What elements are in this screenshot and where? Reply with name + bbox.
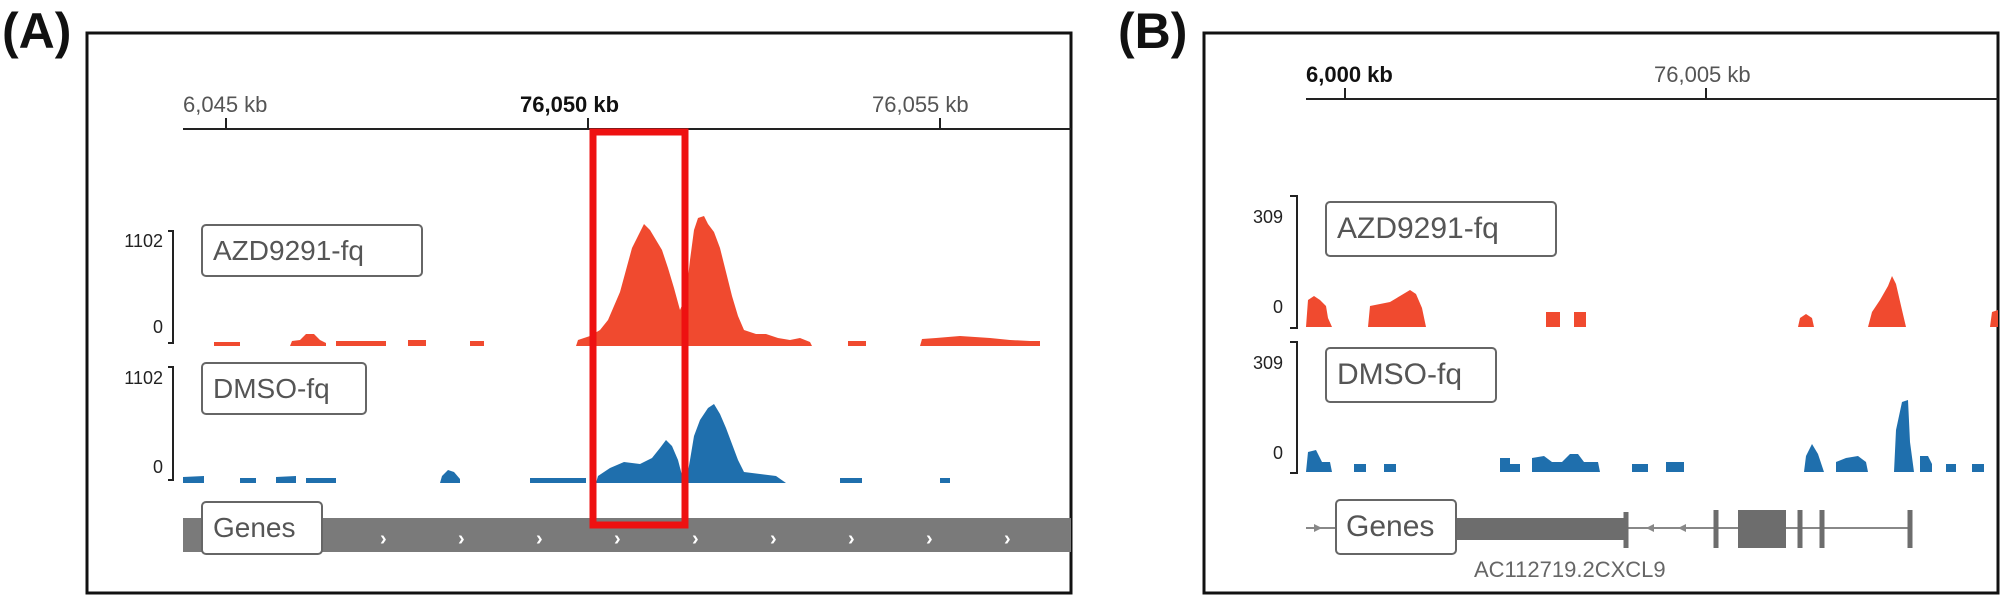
track-max-label: 309 [1253,207,1283,227]
track-name: DMSO-fq [213,373,330,404]
panel-b-label: (B) [1118,3,1188,59]
strand-arrows: › › › › › › › › › [380,528,1011,550]
track-name: AZD9291-fq [1337,212,1499,245]
svg-text:›: › [848,528,855,550]
ruler-label: 76,050 kb [520,92,619,117]
genes-label: Genes [1346,510,1434,543]
svg-text:›: › [770,528,777,550]
track-min-label: 0 [1273,297,1283,317]
panel-b-ruler: 6,000 kb 76,005 kb [1306,62,1998,100]
track-max-label: 1102 [124,368,163,388]
panel-a: 6,045 kb 76,050 kb 76,055 kb 1102 0 AZD9… [85,31,1073,595]
svg-text:›: › [458,528,465,550]
coverage-azd9291 [214,216,1040,346]
track-scale-bracket [168,366,174,481]
genes-label: Genes [213,512,296,543]
track-max-label: 1102 [124,231,163,251]
exon-block [1440,518,1626,540]
panel-b: 6,000 kb 76,005 kb 309 0 AZD9291-fq 309 … [1202,31,2000,595]
panel-a-label: (A) [2,3,72,59]
track-max-label: 309 [1253,353,1283,373]
track-name-box[interactable] [201,224,423,277]
strand-arrow-icon [1314,524,1322,532]
genes-label-box[interactable] [201,501,323,555]
track-name: AZD9291-fq [213,235,364,266]
panel-a-track-dmso[interactable]: 1102 0 DMSO-fq [124,362,950,483]
track-scale-bracket [1290,195,1298,329]
track-name-box[interactable] [201,362,367,415]
panel-a-track-azd9291[interactable]: 1102 0 AZD9291-fq [124,216,1040,346]
gene-names-label: AC112719.2CXCL9 [1474,557,1666,582]
track-min-label: 0 [153,457,163,477]
track-name-box[interactable] [1325,347,1497,403]
track-scale-bracket [168,230,174,344]
coverage-dmso [1306,400,1984,472]
ruler-label: 6,000 kb [1306,62,1393,87]
svg-text:›: › [536,528,543,550]
track-min-label: 0 [1273,443,1283,463]
panel-b-track-dmso[interactable]: 309 0 DMSO-fq [1253,341,1984,474]
coverage-azd9291 [1306,276,1998,327]
genes-label-box[interactable] [1335,499,1457,555]
coverage-dmso [183,404,950,483]
svg-text:›: › [692,528,699,550]
track-name: DMSO-fq [1337,358,1462,391]
track-scale-bracket [1290,341,1298,474]
panel-a-ruler: 6,045 kb 76,050 kb 76,055 kb [183,92,1071,130]
ruler-label: 76,005 kb [1654,62,1751,87]
svg-text:›: › [1004,528,1011,550]
exon-block [1738,510,1786,548]
ruler-label: 76,055 kb [872,92,969,117]
ruler-label: 6,045 kb [183,92,267,117]
strand-arrow-icon [1678,524,1686,532]
track-min-label: 0 [153,317,163,337]
svg-text:›: › [926,528,933,550]
svg-text:›: › [380,528,387,550]
svg-text:›: › [614,528,621,550]
track-name-box[interactable] [1325,201,1557,257]
highlight-region-box [589,128,689,529]
panel-b-track-azd9291[interactable]: 309 0 AZD9291-fq [1253,195,1998,329]
panel-b-genes-track[interactable]: Genes AC112719.2CXCL9 [1306,499,1913,582]
panel-a-frame [85,31,1073,595]
strand-arrow-icon [1646,524,1654,532]
